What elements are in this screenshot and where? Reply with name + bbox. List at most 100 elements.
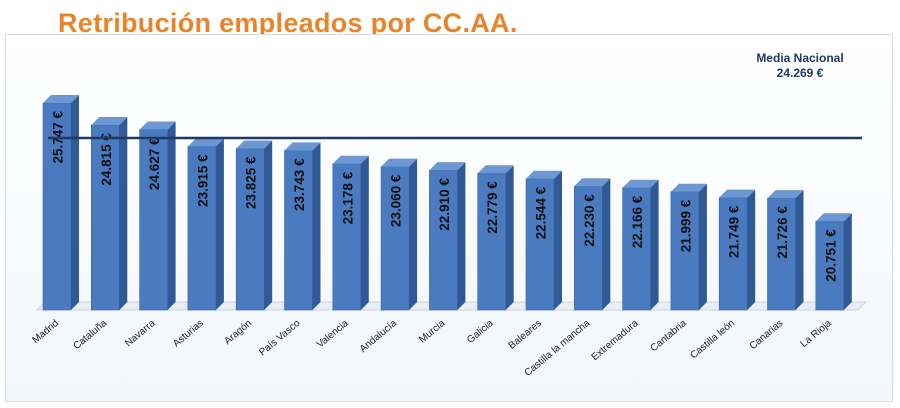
x-tick-label: Andalucía <box>358 318 399 355</box>
chart-title: Retribución empleados por CC.AA. <box>58 8 518 38</box>
bar-top <box>91 117 128 126</box>
bar-front <box>139 129 168 311</box>
x-tick-label: País Vasco <box>257 318 303 359</box>
bar-side <box>264 140 273 310</box>
bar-1: 25.747 € <box>42 94 79 311</box>
x-tick-label: Cantabria <box>649 318 690 355</box>
bar-top <box>526 170 562 179</box>
bar-value-label: 23.060 € <box>389 174 404 227</box>
bar-side <box>554 170 562 310</box>
bar-front <box>235 148 265 311</box>
bar-12: 22.230 € <box>573 178 611 311</box>
bar-front <box>91 124 120 311</box>
bar-value-label: 21.749 € <box>727 205 742 258</box>
bar-16: 21.726 € <box>767 190 804 311</box>
reference-line-label: Media Nacional <box>756 51 843 65</box>
x-tick-label: Murcia <box>417 318 447 346</box>
bar-11: 22.544 € <box>525 170 562 311</box>
bar-top <box>670 183 707 192</box>
x-tick-label: La Rioja <box>799 318 835 350</box>
bar-value-label: 23.178 € <box>340 171 355 224</box>
bar-4: 23.915 € <box>187 138 224 311</box>
bar-2: 24.815 € <box>91 117 128 311</box>
x-tick-label: Valencia <box>315 318 351 351</box>
x-tick-label: Castilla león <box>688 318 737 361</box>
bar-8: 23.060 € <box>380 158 418 311</box>
bar-top <box>622 179 659 188</box>
bar-side <box>795 190 804 310</box>
bar-side <box>602 178 611 310</box>
bar-value-label: 22.544 € <box>534 186 549 239</box>
x-tick-label: Navarra <box>123 318 158 350</box>
bar-front <box>767 197 796 311</box>
bar-front <box>332 163 362 311</box>
bar-value-label: 22.166 € <box>630 195 645 248</box>
bar-side <box>119 117 128 310</box>
bar-side <box>650 179 659 310</box>
bar-top <box>139 121 176 130</box>
x-tick-label: Canarias <box>748 318 786 352</box>
bar-value-label: 24.815 € <box>99 133 114 186</box>
bar-top <box>477 165 514 174</box>
bar-top <box>187 138 224 147</box>
bar-front <box>284 150 313 311</box>
bar-top <box>767 190 804 199</box>
bar-front <box>380 166 410 311</box>
bar-side <box>505 165 514 310</box>
bar-top <box>815 213 852 222</box>
bar-side <box>312 142 321 310</box>
bar-value-label: 23.825 € <box>244 156 259 209</box>
bar-3: 24.627 € <box>139 121 176 311</box>
bar-top <box>719 189 756 198</box>
bar-value-label: 23.915 € <box>195 154 210 207</box>
bar-side <box>747 189 756 310</box>
bar-side <box>360 155 369 310</box>
bar-15: 21.749 € <box>718 189 756 311</box>
x-tick-label: Madrid <box>30 318 60 346</box>
bar-side <box>698 183 707 310</box>
bar-top <box>429 162 466 171</box>
bar-value-label: 23.743 € <box>292 158 307 211</box>
bar-side <box>457 162 466 310</box>
bars: 25.747 € 24.815 € 24.627 € 23.915 € 23.825 €… <box>42 94 852 311</box>
bar-6: 23.743 € <box>284 142 321 311</box>
bar-top <box>574 178 611 187</box>
bar-top <box>332 155 369 164</box>
bar-7: 23.178 € <box>332 155 369 311</box>
bar-value-label: 24.627 € <box>147 137 162 190</box>
x-tick-label: Extremadura <box>590 318 641 364</box>
bar-10: 22.779 € <box>477 165 514 311</box>
bar-17: 20.751 € <box>815 213 852 311</box>
bar-side <box>71 94 79 310</box>
bar-value-label: 21.726 € <box>775 206 790 259</box>
x-tick-label: Galicia <box>465 318 496 346</box>
bar-front <box>429 169 458 311</box>
bar-top <box>236 140 273 149</box>
bar-front <box>718 197 748 311</box>
bar-13: 22.166 € <box>622 179 659 311</box>
bar-top <box>43 94 79 103</box>
bar-top <box>381 158 418 167</box>
bar-front <box>815 220 845 311</box>
bar-side <box>843 213 852 310</box>
bar-front <box>573 185 603 311</box>
x-tick-label: Aragón <box>222 318 254 347</box>
bar-value-label: 22.910 € <box>437 178 452 231</box>
bar-value-label: 21.999 € <box>678 199 693 252</box>
x-tick-label: Baleares <box>507 318 544 352</box>
bar-9: 22.910 € <box>429 162 466 311</box>
bar-front <box>477 172 507 311</box>
bar-value-label: 22.779 € <box>485 181 500 234</box>
x-tick-label: Asturias <box>171 318 206 350</box>
bar-5: 23.825 € <box>235 140 273 311</box>
x-tick-label: Cataluña <box>71 318 109 352</box>
bar-front <box>525 178 555 311</box>
bar-top <box>284 142 321 151</box>
bar-value-label: 22.230 € <box>582 194 597 247</box>
bar-value-label: 20.751 € <box>823 229 838 282</box>
bar-side <box>409 158 418 310</box>
bar-14: 21.999 € <box>670 183 707 311</box>
bar-side <box>215 138 224 310</box>
